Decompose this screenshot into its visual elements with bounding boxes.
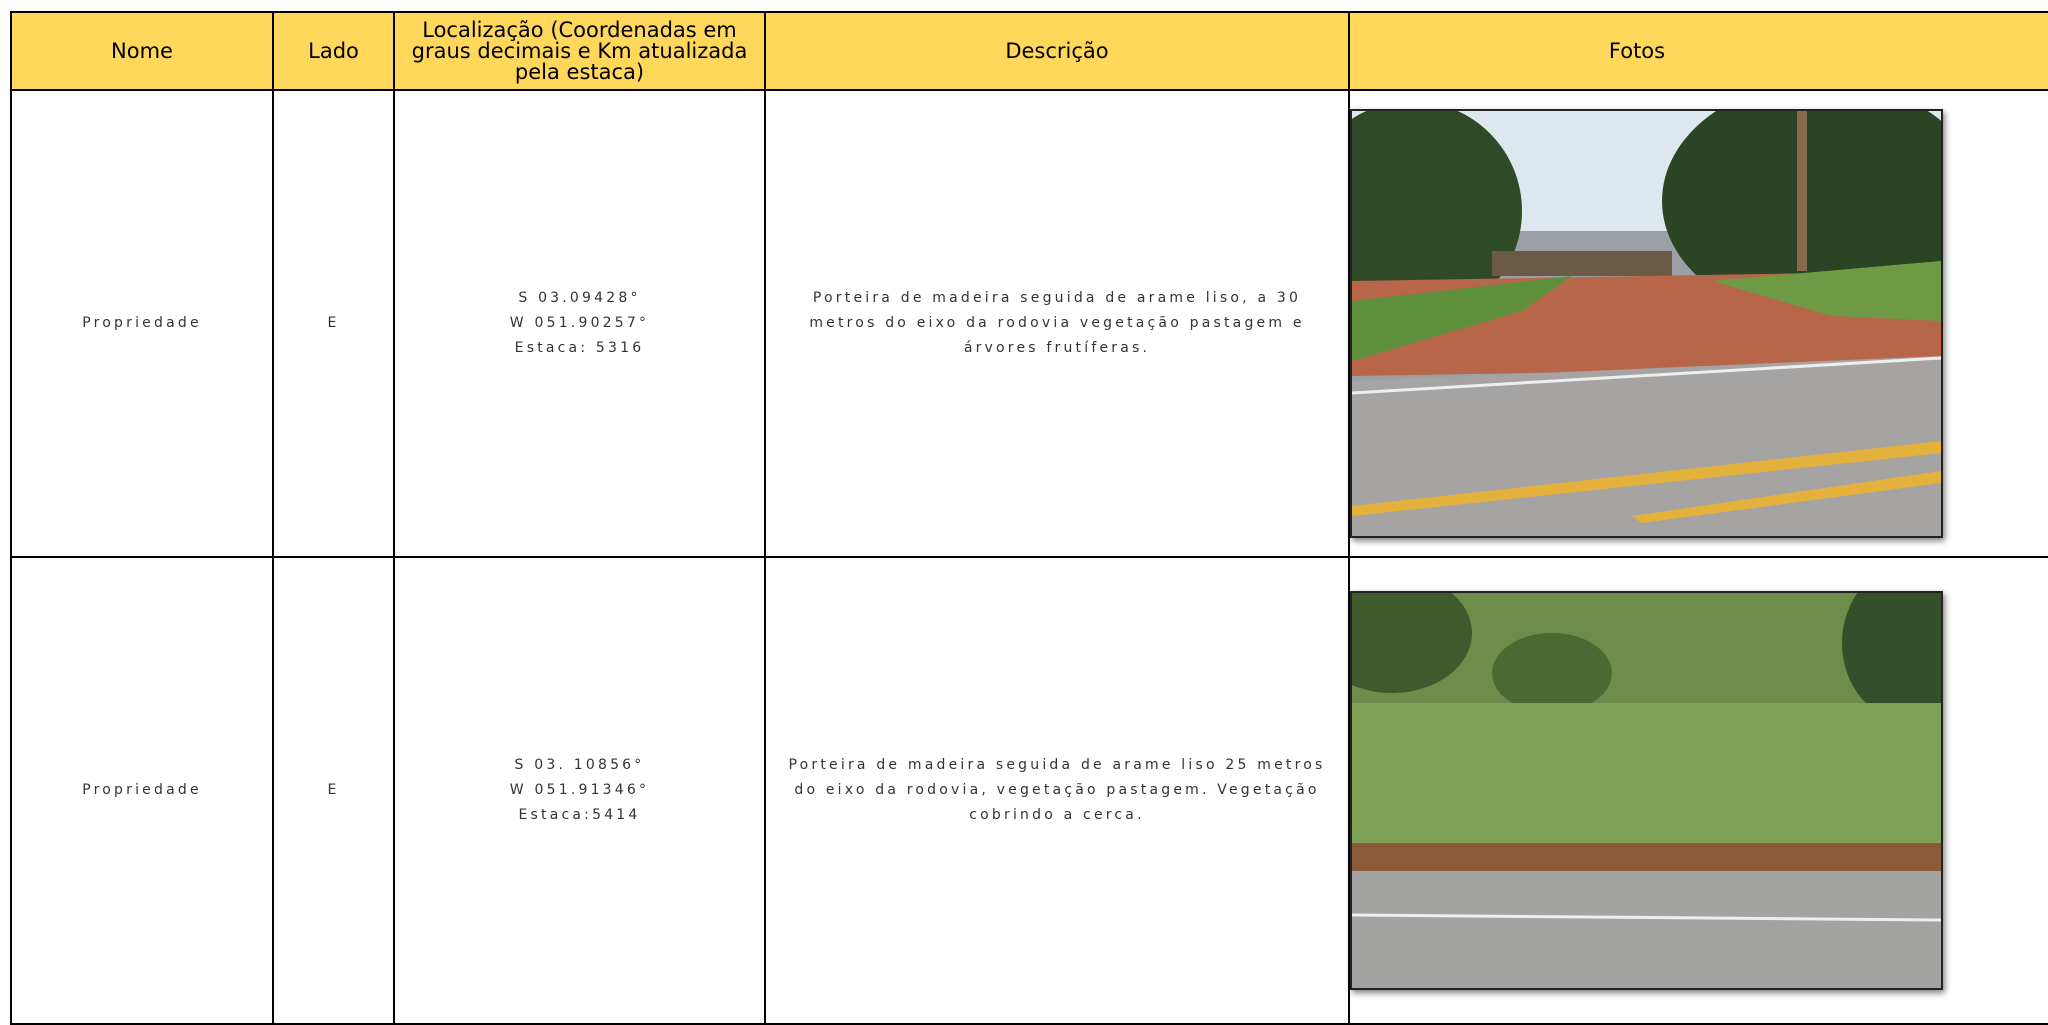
cell-lado: E — [272, 89, 395, 558]
cell-nome: Propriedade — [10, 556, 274, 1025]
table: Nome Lado Localização (Coordenadas em gr… — [10, 11, 2048, 1025]
header-cell: Localização (Coordenadas em graus decima… — [393, 11, 766, 91]
cell-localizacao: S 03.09428° W 051.90257° Estaca: 5316 — [393, 89, 766, 558]
row: Propriedade E S 03.09428° W 051.90257° E… — [10, 89, 2048, 558]
line: S 03. 10856° — [514, 757, 645, 773]
line: W 051.90257° — [509, 315, 650, 331]
row: Propriedade E S 03. 10856° W 051.91346° … — [10, 556, 2048, 1025]
photo — [1350, 109, 1943, 538]
header-cell: Descrição — [764, 11, 1350, 91]
text: Porteira de madeira seguida de arame lis… — [809, 290, 1305, 356]
header-cell: Nome — [10, 11, 274, 91]
line: Estaca:5414 — [518, 807, 641, 823]
line: W 051.91346° — [509, 782, 650, 798]
header-row: Nome Lado Localização (Coordenadas em gr… — [10, 11, 2048, 91]
line: S 03.09428° — [518, 290, 641, 306]
header-cell: Fotos — [1348, 11, 2048, 91]
header-cell: Lado — [272, 11, 395, 91]
text: Porteira de madeira seguida de arame lis… — [788, 757, 1326, 823]
cell-foto — [1348, 556, 2048, 1025]
cell-foto — [1348, 89, 2048, 558]
cell-localizacao: S 03. 10856° W 051.91346° Estaca:5414 — [393, 556, 766, 1025]
photo — [1350, 591, 1943, 990]
cell-lado: E — [272, 556, 395, 1025]
line: Estaca: 5316 — [514, 340, 645, 356]
cell-descricao: Porteira de madeira seguida de arame lis… — [764, 556, 1350, 1025]
cell-descricao: Porteira de madeira seguida de arame lis… — [764, 89, 1350, 558]
cell-nome: Propriedade — [10, 89, 274, 558]
